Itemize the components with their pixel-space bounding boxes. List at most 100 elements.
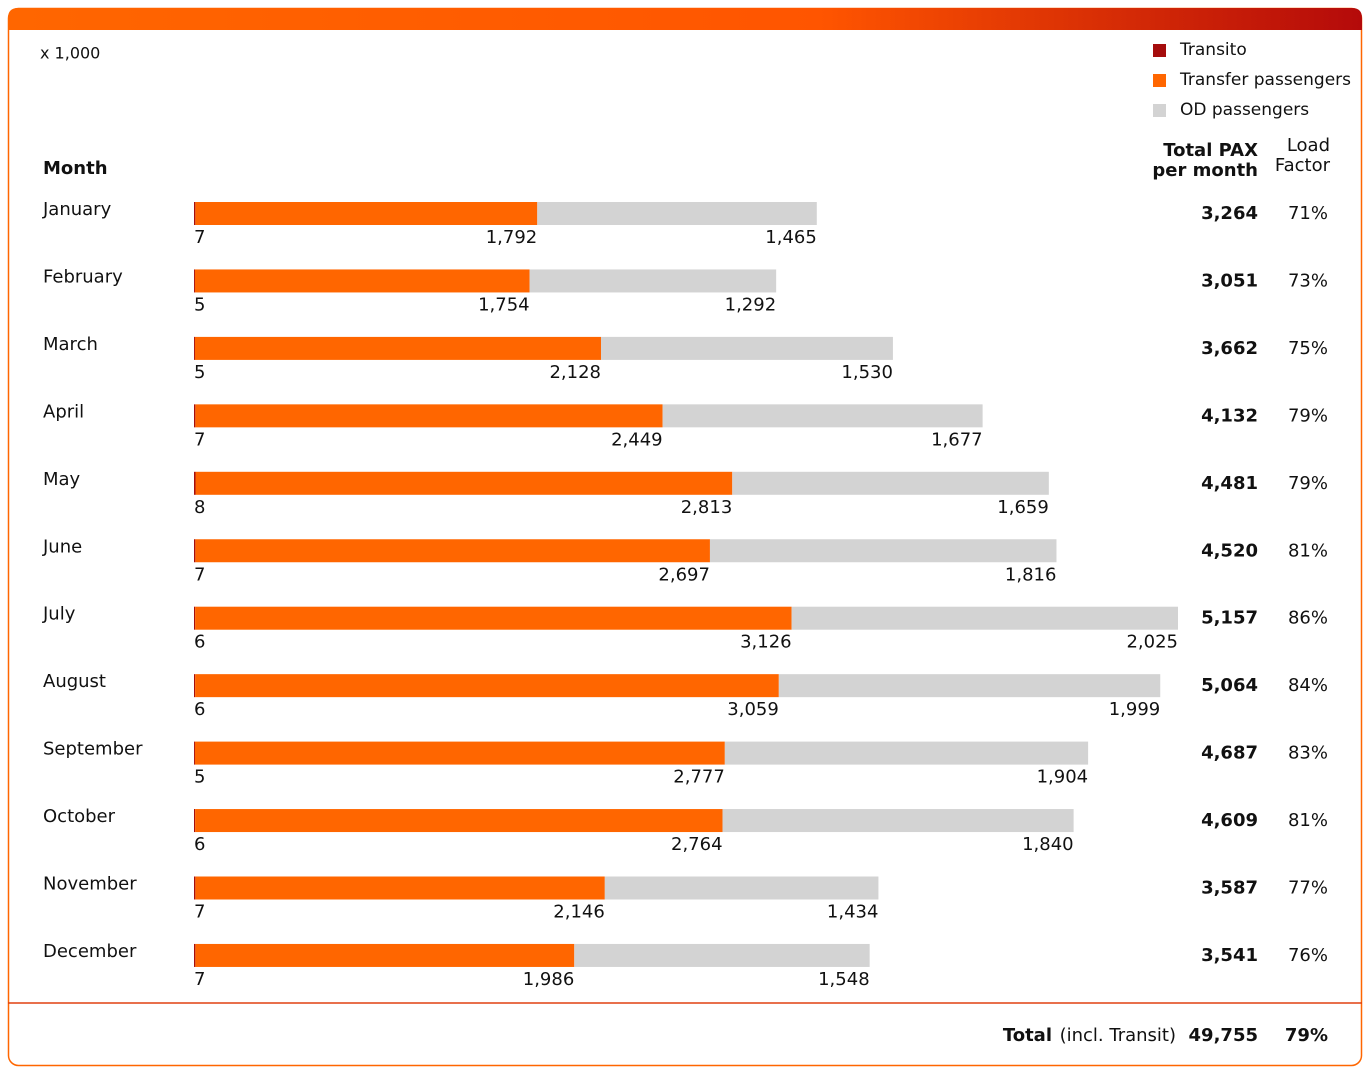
value-label: 1,986 — [523, 969, 575, 990]
total-pax: 5,157 — [1201, 608, 1258, 629]
bar-segment — [574, 943, 870, 967]
value-label: 2,813 — [681, 497, 733, 518]
total-pax: 3,051 — [1201, 270, 1258, 291]
load-factor: 79% — [1288, 405, 1328, 426]
bar-segment — [194, 471, 196, 495]
total-pax: 3,587 — [1201, 878, 1258, 899]
total-pax: 3,264 — [1201, 203, 1258, 224]
month-label: June — [42, 536, 82, 557]
total-pax: 4,132 — [1201, 405, 1258, 426]
month-label: March — [43, 334, 98, 355]
bar-segment — [778, 674, 1161, 698]
value-label: 2,449 — [611, 429, 663, 450]
load-factor: 84% — [1288, 675, 1328, 696]
bar-segment — [732, 471, 1049, 495]
total-pax: 4,687 — [1201, 743, 1258, 764]
month-label: July — [42, 604, 76, 625]
total-pax: 4,520 — [1201, 540, 1258, 561]
load-factor: 76% — [1288, 945, 1328, 966]
footer-note: (incl. Transit) — [1060, 1025, 1176, 1046]
footer-total-label: Total — [1003, 1025, 1052, 1046]
load-factor: 86% — [1288, 608, 1328, 629]
bar-segment — [600, 336, 893, 360]
legend-swatch — [1153, 104, 1166, 117]
total-pax: 5,064 — [1201, 675, 1258, 696]
load-factor: 81% — [1288, 810, 1328, 831]
bar-segment — [194, 202, 196, 225]
legend-label: OD passengers — [1180, 100, 1309, 120]
total-pax: 3,541 — [1201, 945, 1258, 966]
bar-segment — [791, 606, 1178, 630]
value-label: 7 — [194, 227, 205, 248]
unit-note: x 1,000 — [40, 44, 100, 63]
bar-segment — [195, 202, 538, 225]
value-label: 1,792 — [486, 227, 538, 248]
month-label: October — [43, 806, 116, 827]
month-label: May — [43, 469, 81, 490]
value-label: 1,754 — [478, 294, 530, 315]
legend-label: Transito — [1179, 40, 1247, 60]
bar-segment — [194, 741, 725, 765]
bar-segment — [709, 539, 1057, 563]
month-label: February — [43, 266, 123, 287]
footer-load-factor: 79% — [1285, 1025, 1328, 1046]
month-label: December — [43, 941, 137, 962]
value-label: 1,840 — [1022, 834, 1074, 855]
load-factor: 77% — [1288, 878, 1328, 899]
month-label: November — [43, 874, 137, 895]
bar-segment — [195, 943, 575, 967]
value-label: 2,128 — [549, 362, 601, 383]
value-label: 1,530 — [841, 362, 893, 383]
value-label: 1,548 — [818, 969, 870, 990]
month-label: September — [43, 739, 143, 760]
bar-segment — [194, 741, 195, 765]
load-factor: 81% — [1288, 540, 1328, 561]
total-pax: 4,609 — [1201, 810, 1258, 831]
value-label: 1,677 — [931, 429, 983, 450]
value-label: 6 — [194, 632, 205, 653]
legend-swatch — [1153, 74, 1166, 87]
load-factor-header: Load Factor — [1274, 135, 1330, 176]
bar-segment — [194, 269, 530, 293]
value-label: 5 — [194, 362, 205, 383]
category-header: Month — [43, 158, 108, 179]
load-factor: 83% — [1288, 743, 1328, 764]
value-label: 2,697 — [658, 564, 710, 585]
value-label: 6 — [194, 834, 205, 855]
footer-total: 49,755 — [1189, 1025, 1258, 1046]
legend-label: Transfer passengers — [1179, 70, 1351, 90]
bar-segment — [604, 876, 879, 900]
value-label: 5 — [194, 767, 205, 788]
total-pax: 3,662 — [1201, 338, 1258, 359]
month-label: April — [43, 401, 84, 422]
value-label: 7 — [194, 969, 205, 990]
bar-segment — [194, 876, 196, 900]
bar-segment — [195, 606, 792, 630]
total-pax: 4,481 — [1201, 473, 1258, 494]
value-label: 7 — [194, 902, 205, 923]
bar-segment — [194, 269, 195, 293]
value-label: 1,904 — [1037, 767, 1089, 788]
bar-segment — [529, 269, 777, 293]
value-label: 2,777 — [673, 767, 725, 788]
bar-segment — [195, 471, 733, 495]
bar-segment — [194, 336, 601, 360]
bar-segment — [662, 404, 983, 428]
bar-segment — [195, 404, 663, 428]
bar-segment — [195, 674, 779, 698]
bar-segment — [722, 809, 1074, 833]
value-label: 3,059 — [727, 699, 779, 720]
value-label: 7 — [194, 564, 205, 585]
bar-segment — [194, 404, 196, 428]
bar-segment — [194, 943, 196, 967]
value-label: 3,126 — [740, 632, 792, 653]
value-label: 1,816 — [1005, 564, 1057, 585]
bar-segment — [537, 202, 817, 225]
bar-segment — [195, 809, 723, 833]
bar-segment — [724, 741, 1089, 765]
value-label: 6 — [194, 699, 205, 720]
top-band — [8, 8, 1362, 30]
bar-segment — [195, 876, 605, 900]
